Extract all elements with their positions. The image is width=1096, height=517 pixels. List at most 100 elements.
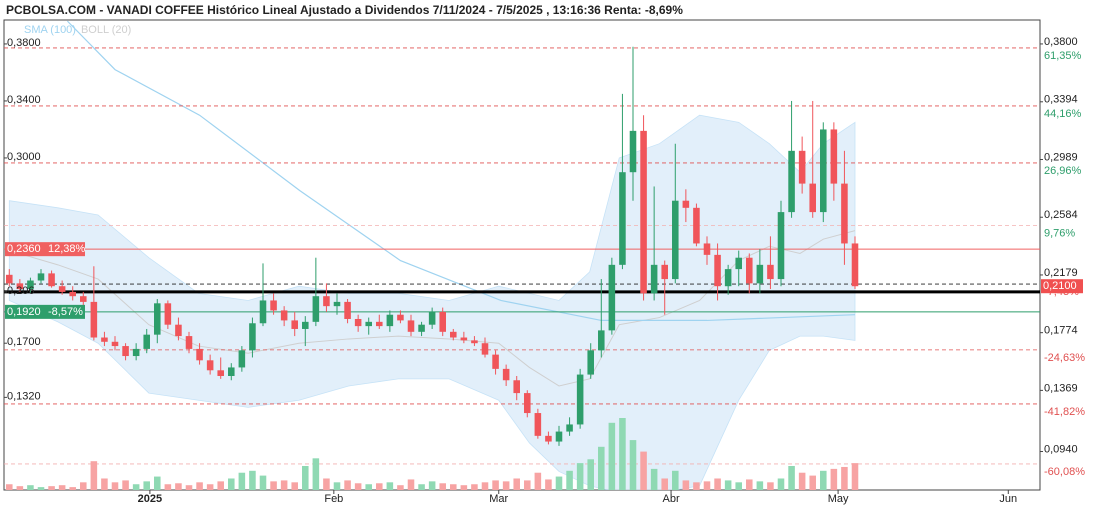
volume-bar: [333, 482, 341, 490]
volume-bar: [132, 484, 140, 490]
volume-bar: [798, 472, 806, 490]
x-tick-label: Feb: [324, 493, 343, 505]
candle-body: [598, 330, 605, 351]
volume-bar: [291, 482, 298, 490]
level-label: 26,96%: [1044, 165, 1082, 177]
candle-body: [407, 320, 415, 332]
volume-bar: [841, 466, 848, 490]
legend-entry: BOLL (20): [81, 24, 131, 36]
x-tick-label: Jun: [999, 493, 1017, 505]
candle-body: [703, 243, 711, 255]
volume-bar: [450, 484, 457, 490]
volume-bar: [323, 478, 330, 490]
candle-body: [724, 269, 732, 287]
plot-area: [4, 20, 1040, 490]
volume-bar: [682, 480, 690, 490]
volume-bar: [439, 483, 446, 490]
price-box-value: 0,1920: [7, 306, 41, 318]
candle-body: [746, 257, 753, 284]
candle-body: [471, 340, 478, 344]
candle-body: [460, 337, 468, 341]
last-price-label: 0,2100: [1043, 280, 1077, 292]
candle-body: [175, 324, 182, 337]
last-price-box: [1041, 279, 1083, 294]
volume-bar: [6, 484, 13, 490]
level-label: 44,16%: [1044, 108, 1082, 120]
volume-bar: [90, 461, 98, 490]
volume-bar: [175, 483, 182, 490]
candle-body: [238, 350, 246, 368]
candle-body: [682, 200, 690, 208]
candle-body: [249, 323, 256, 351]
volume-bar: [650, 468, 658, 490]
volume-bar: [555, 476, 563, 490]
candle-body: [101, 337, 108, 342]
candle-body: [566, 424, 573, 432]
candle-body: [661, 264, 668, 280]
volume-bar: [598, 446, 605, 490]
candle-body: [164, 303, 172, 325]
volume-bar: [270, 481, 277, 490]
volume-bar: [661, 478, 668, 490]
candle-body: [640, 130, 647, 294]
volume-bar: [693, 482, 700, 490]
candle-body: [6, 274, 13, 284]
candle-body: [481, 343, 489, 355]
candle-body: [259, 300, 267, 324]
volume-bar: [154, 476, 161, 490]
candle-body: [48, 273, 55, 287]
candle-body: [439, 311, 446, 332]
level-label: -24,63%: [1044, 352, 1085, 364]
candle-body: [809, 183, 816, 213]
candle-body: [312, 296, 320, 322]
volume-bar: [576, 463, 584, 490]
volume-bar: [672, 470, 679, 490]
candle-body: [80, 296, 87, 302]
candle-body: [122, 346, 129, 357]
candle-body: [830, 129, 838, 184]
volume-bar: [164, 484, 172, 490]
volume-bar: [228, 478, 235, 490]
candle-body: [280, 310, 288, 321]
volume-bar: [851, 463, 859, 490]
volume-bar: [777, 478, 785, 490]
candle-body: [69, 291, 76, 297]
volume-bar: [629, 440, 637, 490]
legend-entry: SMA (100): [24, 24, 76, 36]
price-box-pct: -8,57%: [48, 306, 83, 318]
candle-body: [788, 150, 795, 213]
y-tick-label: 0,1774: [1044, 325, 1078, 337]
candle-body: [629, 130, 637, 173]
candle-body: [820, 129, 827, 213]
candle-body: [386, 314, 394, 327]
candle-body: [714, 254, 721, 287]
x-tick-label: May: [828, 493, 849, 505]
volume-bar: [703, 481, 711, 490]
volume-bar: [238, 472, 246, 490]
price-box-value: 0,2360: [7, 243, 41, 255]
volume-bar: [111, 482, 119, 490]
volume-bar: [830, 468, 838, 490]
volume-bar: [376, 483, 383, 490]
volume-bar: [587, 459, 594, 490]
volume-bar: [714, 478, 721, 490]
volume-bar: [788, 466, 795, 490]
candle-body: [333, 301, 341, 307]
volume-bar: [767, 482, 774, 490]
candle-body: [397, 314, 404, 321]
left-tick-label: 0,1700: [7, 336, 41, 348]
volume-bar: [344, 480, 351, 490]
left-tick-label: 0,1320: [7, 390, 41, 402]
x-tick-label: Abr: [662, 493, 679, 505]
level-label: -60,08%: [1044, 466, 1085, 478]
left-tick-label: 0,3400: [7, 94, 41, 106]
left-tick-label: 0,3800: [7, 37, 41, 49]
candle-body: [154, 303, 161, 335]
volume-bar: [196, 482, 203, 490]
volume-bar: [809, 475, 816, 490]
volume-bar: [545, 479, 552, 490]
y-tick-label: 0,2584: [1044, 209, 1078, 221]
volume-bar: [37, 487, 45, 490]
volume-bar: [185, 485, 193, 490]
